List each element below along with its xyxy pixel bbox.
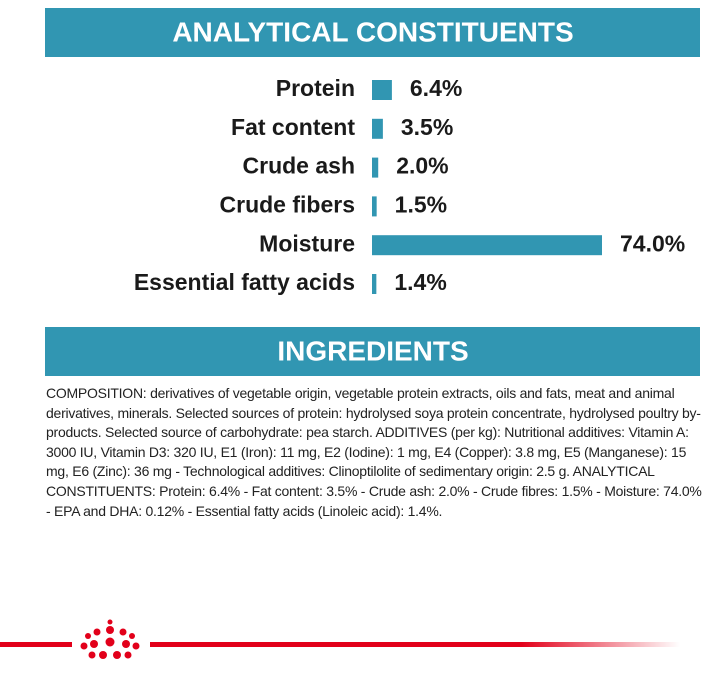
category-label: Crude ash [243,153,355,179]
header-band [45,327,700,376]
logo-line [150,642,680,647]
value-label: 6.4% [410,75,462,101]
bar [372,235,602,256]
category-label: Crude fibers [220,191,355,217]
category-label: Moisture [259,230,355,256]
value-label: 74.0% [620,230,685,256]
crown-icon [80,619,140,659]
bar [372,196,377,217]
category-label: Essential fatty acids [134,269,355,295]
bar [372,274,377,294]
value-label: 1.4% [394,269,446,295]
ingredients-text: COMPOSITION: derivatives of vegetable or… [46,385,702,519]
bar [372,80,392,100]
value-label: 3.5% [401,114,453,140]
bar [372,157,379,178]
header-band [45,8,700,57]
chart-title: ANALYTICAL CONSTITUENTS [172,16,573,47]
value-label: 1.5% [395,191,447,217]
category-label: Fat content [231,114,355,140]
logo-line [0,642,72,647]
category-label: Protein [276,75,355,101]
section-title: INGREDIENTS [277,335,468,366]
logo [0,619,680,659]
value-label: 2.0% [396,153,448,179]
bar [372,118,383,139]
